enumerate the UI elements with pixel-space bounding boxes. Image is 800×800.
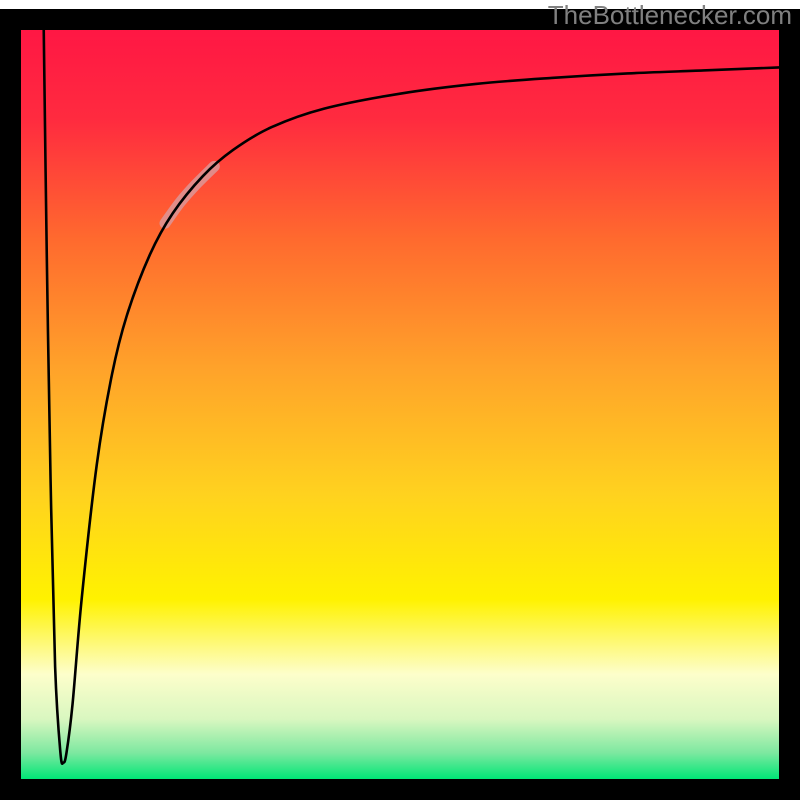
plot-background (21, 30, 779, 779)
chart-container: TheBottlenecker.com (0, 0, 800, 800)
bottleneck-chart (0, 0, 800, 800)
watermark-text: TheBottlenecker.com (548, 0, 792, 31)
